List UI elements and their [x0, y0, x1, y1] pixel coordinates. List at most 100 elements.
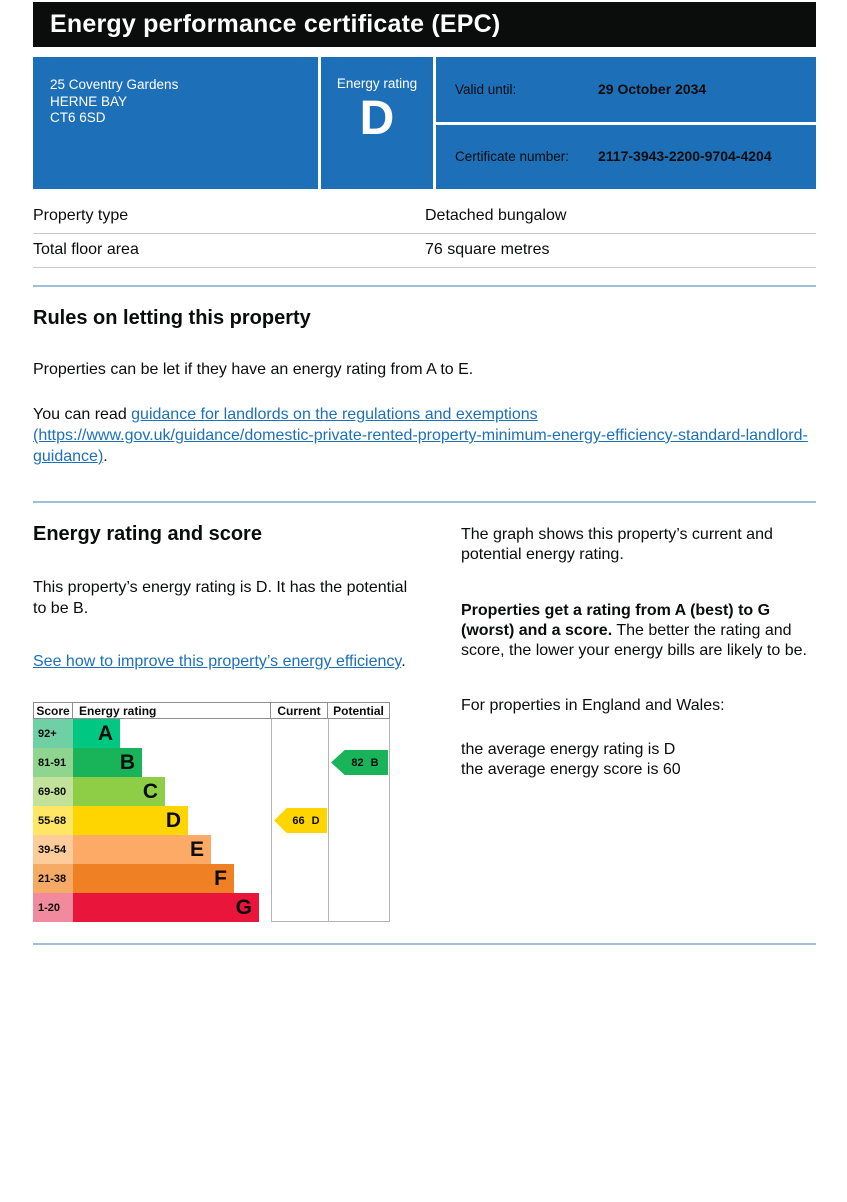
epc-page: Energy performance certificate (EPC) 25 …: [33, 2, 816, 945]
band-bar-g: G: [73, 893, 259, 922]
band-bar-f: F: [73, 864, 234, 893]
band-bar-d: D: [73, 806, 188, 835]
rules-paragraph: Properties can be let if they have an en…: [33, 361, 474, 378]
band-bar-cell: G: [73, 893, 271, 922]
band-score-range: 1-20: [33, 893, 73, 922]
england-wales-paragraph: For properties in England and Wales:: [461, 697, 725, 714]
band-score-range: 92+: [33, 719, 73, 748]
key-facts: Property type Detached bungalow Total fl…: [33, 200, 816, 268]
epc-band-row: 81-91 B 82 B: [33, 748, 390, 777]
rules-guidance-paragraph: You can read guidance for landlords on t…: [33, 404, 816, 467]
epc-band-row: 69-80 C: [33, 777, 390, 806]
certificate-number-value: 2117-3943-2200-9704-4204: [598, 148, 772, 165]
property-type-value: Detached bungalow: [425, 207, 567, 224]
current-column-cell: [271, 719, 328, 748]
epc-rating-graph: Score Energy rating Current Potential 92…: [33, 702, 390, 922]
rating-section-heading: Energy rating and score: [33, 523, 262, 545]
floor-area-value: 76 square metres: [425, 241, 550, 258]
table-row: Property type Detached bungalow: [33, 200, 816, 234]
band-score-range: 55-68: [33, 806, 73, 835]
potential-column-header: Potential: [333, 703, 384, 718]
rules-read-prefix: You can read: [33, 406, 132, 423]
section-divider: [33, 285, 816, 287]
rating-explainer-bold: Properties get a rating from A (best) to…: [461, 602, 771, 639]
energy-rating-letter: D: [359, 92, 395, 145]
valid-until-row: Valid until: 29 October 2034: [436, 57, 816, 122]
potential-column-cell: [328, 864, 390, 893]
current-column-cell: 66 D: [271, 806, 328, 835]
page-title: Energy performance certificate (EPC): [50, 10, 501, 38]
current-rating-arrow: 66 D: [274, 808, 327, 833]
epc-band-row: 39-54 E: [33, 835, 390, 864]
improve-paragraph: See how to improve this property’s energ…: [33, 651, 421, 672]
section-divider: [33, 943, 816, 945]
energy-rating-section: Energy rating and score This property’s …: [33, 521, 816, 922]
current-column-cell: [271, 777, 328, 806]
score-column-header: Score: [34, 703, 73, 718]
band-score-range: 81-91: [33, 748, 73, 777]
table-row: Total floor area 76 square metres: [33, 234, 816, 268]
potential-column-cell: [328, 835, 390, 864]
rules-heading: Rules on letting this property: [33, 307, 311, 329]
band-bar-cell: C: [73, 777, 271, 806]
improve-suffix: .: [401, 653, 406, 670]
average-rating-line: the average energy rating is D: [461, 741, 676, 758]
band-bar-cell: E: [73, 835, 271, 864]
current-column-cell: [271, 835, 328, 864]
property-type-label: Property type: [33, 207, 129, 224]
current-column-cell: [271, 864, 328, 893]
section-divider: [33, 501, 816, 503]
graph-explainer-paragraph: The graph shows this property’s current …: [461, 526, 773, 563]
current-column-cell: [271, 748, 328, 777]
energy-rating-column-header: Energy rating: [73, 703, 271, 718]
address-line-2: HERNE BAY: [50, 93, 128, 109]
potential-rating-arrow: 82 B: [331, 750, 388, 775]
certificate-summary-box: 25 Coventry Gardens HERNE BAY CT6 6SD En…: [33, 57, 816, 189]
certificate-number-row: Certificate number: 2117-3943-2200-9704-…: [436, 124, 816, 189]
rules-suffix: .: [103, 448, 108, 465]
band-score-range: 21-38: [33, 864, 73, 893]
current-column-cell: [271, 893, 328, 922]
address-line-3: CT6 6SD: [50, 110, 106, 125]
epc-band-row: 55-68 D 66 D: [33, 806, 390, 835]
epc-band-row: 21-38 F: [33, 864, 390, 893]
certificate-details: Valid until: 29 October 2034 Certificate…: [436, 57, 816, 189]
band-bar-cell: F: [73, 864, 271, 893]
band-bar-b: B: [73, 748, 142, 777]
band-score-range: 69-80: [33, 777, 73, 806]
chart-header-row: Score Energy rating Current Potential: [33, 702, 390, 719]
epc-band-row: 92+ A: [33, 719, 390, 748]
band-bar-cell: D: [73, 806, 271, 835]
certificate-number-label: Certificate number:: [455, 149, 570, 165]
potential-column-cell: 82 B: [328, 748, 390, 777]
potential-column-cell: [328, 893, 390, 922]
rating-left-column: Energy rating and score This property’s …: [33, 521, 421, 922]
averages-paragraph: the average energy rating is D the avera…: [461, 740, 816, 780]
page-title-bar: Energy performance certificate (EPC): [33, 2, 816, 47]
valid-until-label: Valid until:: [455, 81, 517, 97]
rating-summary-paragraph: This property’s energy rating is D. It h…: [33, 579, 408, 617]
band-bar-cell: B: [73, 748, 271, 777]
rating-right-column: The graph shows this property’s current …: [461, 521, 816, 922]
valid-until-value: 29 October 2034: [598, 80, 707, 97]
band-bar-a: A: [73, 719, 120, 748]
property-address: 25 Coventry Gardens HERNE BAY CT6 6SD: [33, 57, 318, 189]
energy-rating-label: Energy rating: [336, 76, 418, 91]
band-bar-e: E: [73, 835, 211, 864]
landlord-guidance-link[interactable]: guidance for landlords on the regulation…: [33, 406, 808, 465]
current-column-header: Current: [271, 703, 328, 718]
band-bar-c: C: [73, 777, 165, 806]
address-line-1: 25 Coventry Gardens: [50, 77, 179, 92]
potential-column-cell: [328, 719, 390, 748]
average-score-line: the average energy score is 60: [461, 761, 681, 778]
epc-band-row: 1-20 G: [33, 893, 390, 922]
floor-area-label: Total floor area: [33, 241, 139, 258]
band-score-range: 39-54: [33, 835, 73, 864]
potential-column-cell: [328, 806, 390, 835]
band-bar-cell: A: [73, 719, 271, 748]
rating-explainer-paragraph: Properties get a rating from A (best) to…: [461, 601, 816, 661]
rating-explainer-rest: The better the rating and score, the low…: [461, 622, 807, 659]
improve-efficiency-link[interactable]: See how to improve this property’s energ…: [33, 653, 402, 670]
chart-band-rows: 92+ A 81-91 B 82 B 69-80 C 55-68 D 66 D 39-54 E 21-38 F…: [33, 719, 390, 922]
energy-rating-panel: Energy rating D: [321, 57, 433, 189]
